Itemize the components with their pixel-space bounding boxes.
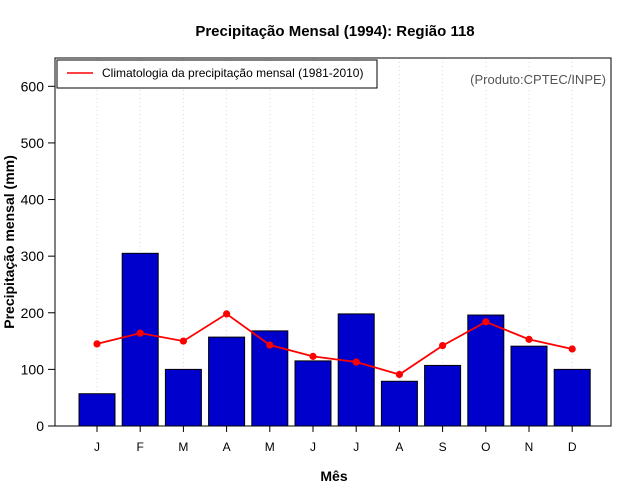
x-tick-label: F [137,440,144,454]
bar-a-8 [380,380,418,427]
x-tick-label: J [353,440,359,454]
grid-lines [96,58,573,426]
climatology-point-3 [179,337,187,345]
x-tick-label: A [223,440,231,454]
y-tick-label: 100 [21,361,45,377]
legend-entry-climatology: Climatologia da precipitação mensal (198… [102,66,363,80]
climatology-point-1 [93,340,101,348]
bar-m-3 [164,368,202,427]
credit-annotation: (Produto:CPTEC/INPE) [470,72,606,87]
x-tick-label: J [94,440,100,454]
bar-a-4 [208,336,246,427]
climatology-point-6 [309,352,317,360]
climatology-point-10 [482,318,490,326]
plot-frame [54,57,612,427]
x-tick-label: J [310,440,316,454]
climatology-point-8 [395,370,403,379]
bar-j-6 [294,360,332,427]
x-tick-label: M [178,440,188,454]
bar-d-12 [553,368,591,427]
climatology-point-12 [568,345,576,353]
y-tick-label: 600 [21,78,45,94]
legend: Climatologia da precipitação mensal (198… [56,59,378,89]
legend-box [56,59,378,89]
y-axis: 0 100 200 300 400 500 600 [21,78,55,434]
bar-f-2 [121,252,159,427]
chart-title: Precipitação Mensal (1994): Região 118 [195,23,474,40]
x-tick-label: M [265,440,275,454]
bar-series [78,252,591,427]
y-tick-label: 0 [36,418,44,434]
y-tick-label: 400 [21,192,45,208]
x-tick-label: O [481,440,490,454]
y-tick-label: 300 [21,248,45,264]
x-tick-label: N [525,440,534,454]
x-tick-label: D [568,440,577,454]
climatology-series [93,310,576,379]
y-tick-label: 200 [21,305,45,321]
climatology-point-5 [266,341,274,349]
climatology-point-7 [352,358,360,366]
x-tick-label: S [439,440,447,454]
climatology-point-11 [525,335,533,343]
y-axis-label: Precipitação mensal (mm) [1,155,17,329]
x-tick-label: A [395,440,403,454]
bar-s-9 [424,364,462,427]
climatology-point-9 [439,342,447,350]
x-axis-label: Mês [320,468,347,484]
bar-o-10 [467,314,505,427]
bar-j-1 [78,393,116,427]
climatology-point-2 [136,329,144,337]
y-tick-label: 500 [21,135,45,151]
climatology-point-4 [223,310,231,318]
bar-j-7 [337,313,375,427]
climatology-line [96,312,573,376]
bar-n-11 [510,345,548,427]
